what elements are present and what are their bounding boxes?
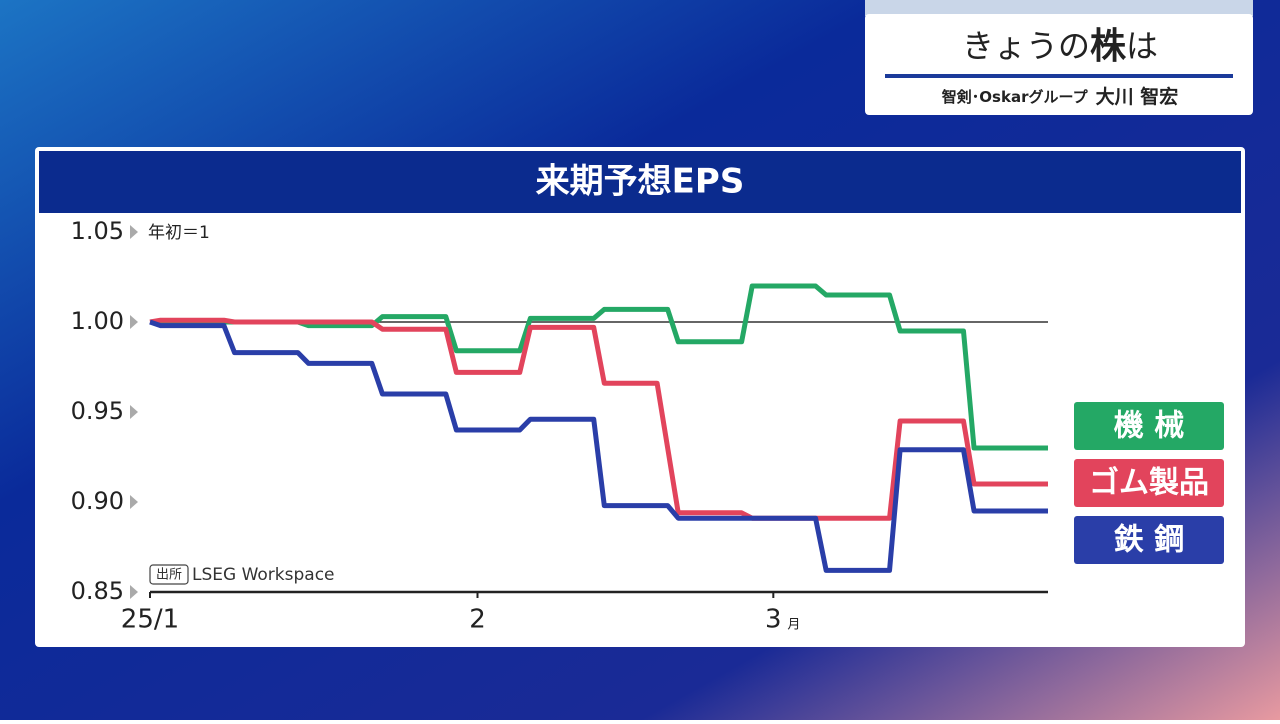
legend-box — [1074, 402, 1224, 450]
presenter-name: 大川 智宏 — [1096, 85, 1179, 108]
y-tick-label: 0.85 — [71, 577, 124, 605]
legend-label: 機 械 — [1114, 409, 1184, 444]
source-tag-box — [149, 564, 189, 585]
series-line — [149, 319, 1048, 573]
title-part: きょうの — [962, 27, 1090, 65]
affiliation: 智剣･Oskarグループ — [942, 88, 1089, 106]
y-tick-label: 1.00 — [71, 307, 124, 335]
plot: 1.05 1.00 0.95 0.90 0.85 年初＝1 25/1 2 3 月 出所 LSEG Wo… — [71, 217, 1224, 635]
legend-box — [1074, 459, 1224, 507]
series-line — [149, 317, 1048, 521]
y-tick-label: 0.90 — [71, 487, 124, 515]
legend-box — [1074, 516, 1224, 564]
y-tick-mark — [130, 585, 138, 599]
y-tick-mark — [130, 405, 138, 419]
title-part: は — [1126, 27, 1158, 65]
y-tick-label: 0.95 — [71, 397, 124, 425]
source: LSEG Workspace — [192, 565, 335, 585]
y-tick-mark — [130, 225, 138, 239]
x-tick-label: 2 — [469, 605, 486, 635]
x-tick-label: 3 — [765, 605, 782, 635]
y-tick-label: 1.05 — [71, 217, 124, 245]
chart-panel — [35, 147, 1245, 647]
header-subtitle: 智剣･Oskarグループ 大川 智宏 — [942, 85, 1178, 108]
legend-label: 鉄 鋼 — [1114, 523, 1184, 558]
header-rule — [885, 74, 1233, 78]
y-tick-mark — [130, 315, 138, 329]
header-title: きょうの株は — [962, 26, 1158, 67]
y-tick-mark — [130, 495, 138, 509]
title-part: 株 — [1090, 26, 1127, 67]
series-line — [150, 283, 1048, 451]
header-strip — [865, 0, 1253, 16]
source-tag: 出所 — [156, 568, 182, 583]
header-panel — [865, 14, 1253, 115]
chart-title: 来期予想EPS — [536, 162, 745, 202]
legend-label: ゴム製品 — [1089, 466, 1209, 501]
y-note: 年初＝1 — [148, 223, 210, 243]
x-tick-label: 25/1 — [121, 605, 179, 635]
x-unit: 月 — [787, 618, 800, 633]
chart-title-bar — [39, 151, 1241, 213]
